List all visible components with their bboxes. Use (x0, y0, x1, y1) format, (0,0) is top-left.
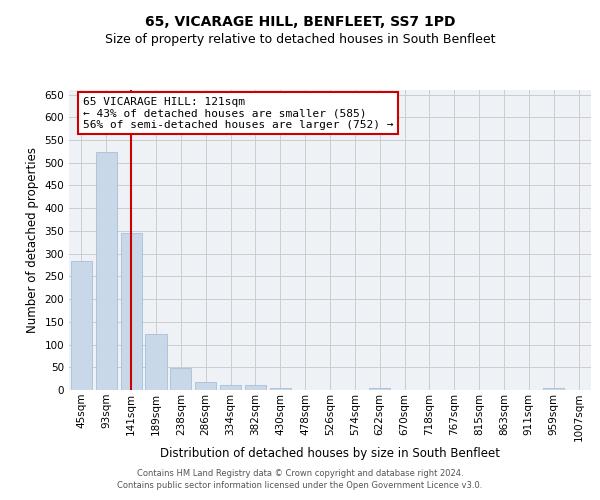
Bar (145, 334, 167, 390)
Bar (121, 232, 142, 390)
Text: 65, VICARAGE HILL, BENFLEET, SS7 1PD: 65, VICARAGE HILL, BENFLEET, SS7 1PD (145, 15, 455, 29)
Text: Size of property relative to detached houses in South Benfleet: Size of property relative to detached ho… (105, 32, 495, 46)
Bar (245, 385, 266, 390)
Bar (369, 388, 390, 390)
Text: 65 VICARAGE HILL: 121sqm
← 43% of detached houses are smaller (585)
56% of semi-: 65 VICARAGE HILL: 121sqm ← 43% of detach… (83, 97, 393, 130)
Bar (270, 388, 291, 390)
Text: Contains public sector information licensed under the Open Government Licence v3: Contains public sector information licen… (118, 481, 482, 490)
Bar (71, 262, 92, 390)
Text: Contains HM Land Registry data © Crown copyright and database right 2024.: Contains HM Land Registry data © Crown c… (137, 468, 463, 477)
X-axis label: Distribution of detached houses by size in South Benfleet: Distribution of detached houses by size … (160, 447, 500, 460)
Bar (170, 368, 191, 390)
Bar (220, 385, 241, 390)
Y-axis label: Number of detached properties: Number of detached properties (26, 147, 39, 333)
Bar (96, 152, 117, 390)
Bar (195, 382, 216, 390)
Bar (543, 388, 564, 390)
